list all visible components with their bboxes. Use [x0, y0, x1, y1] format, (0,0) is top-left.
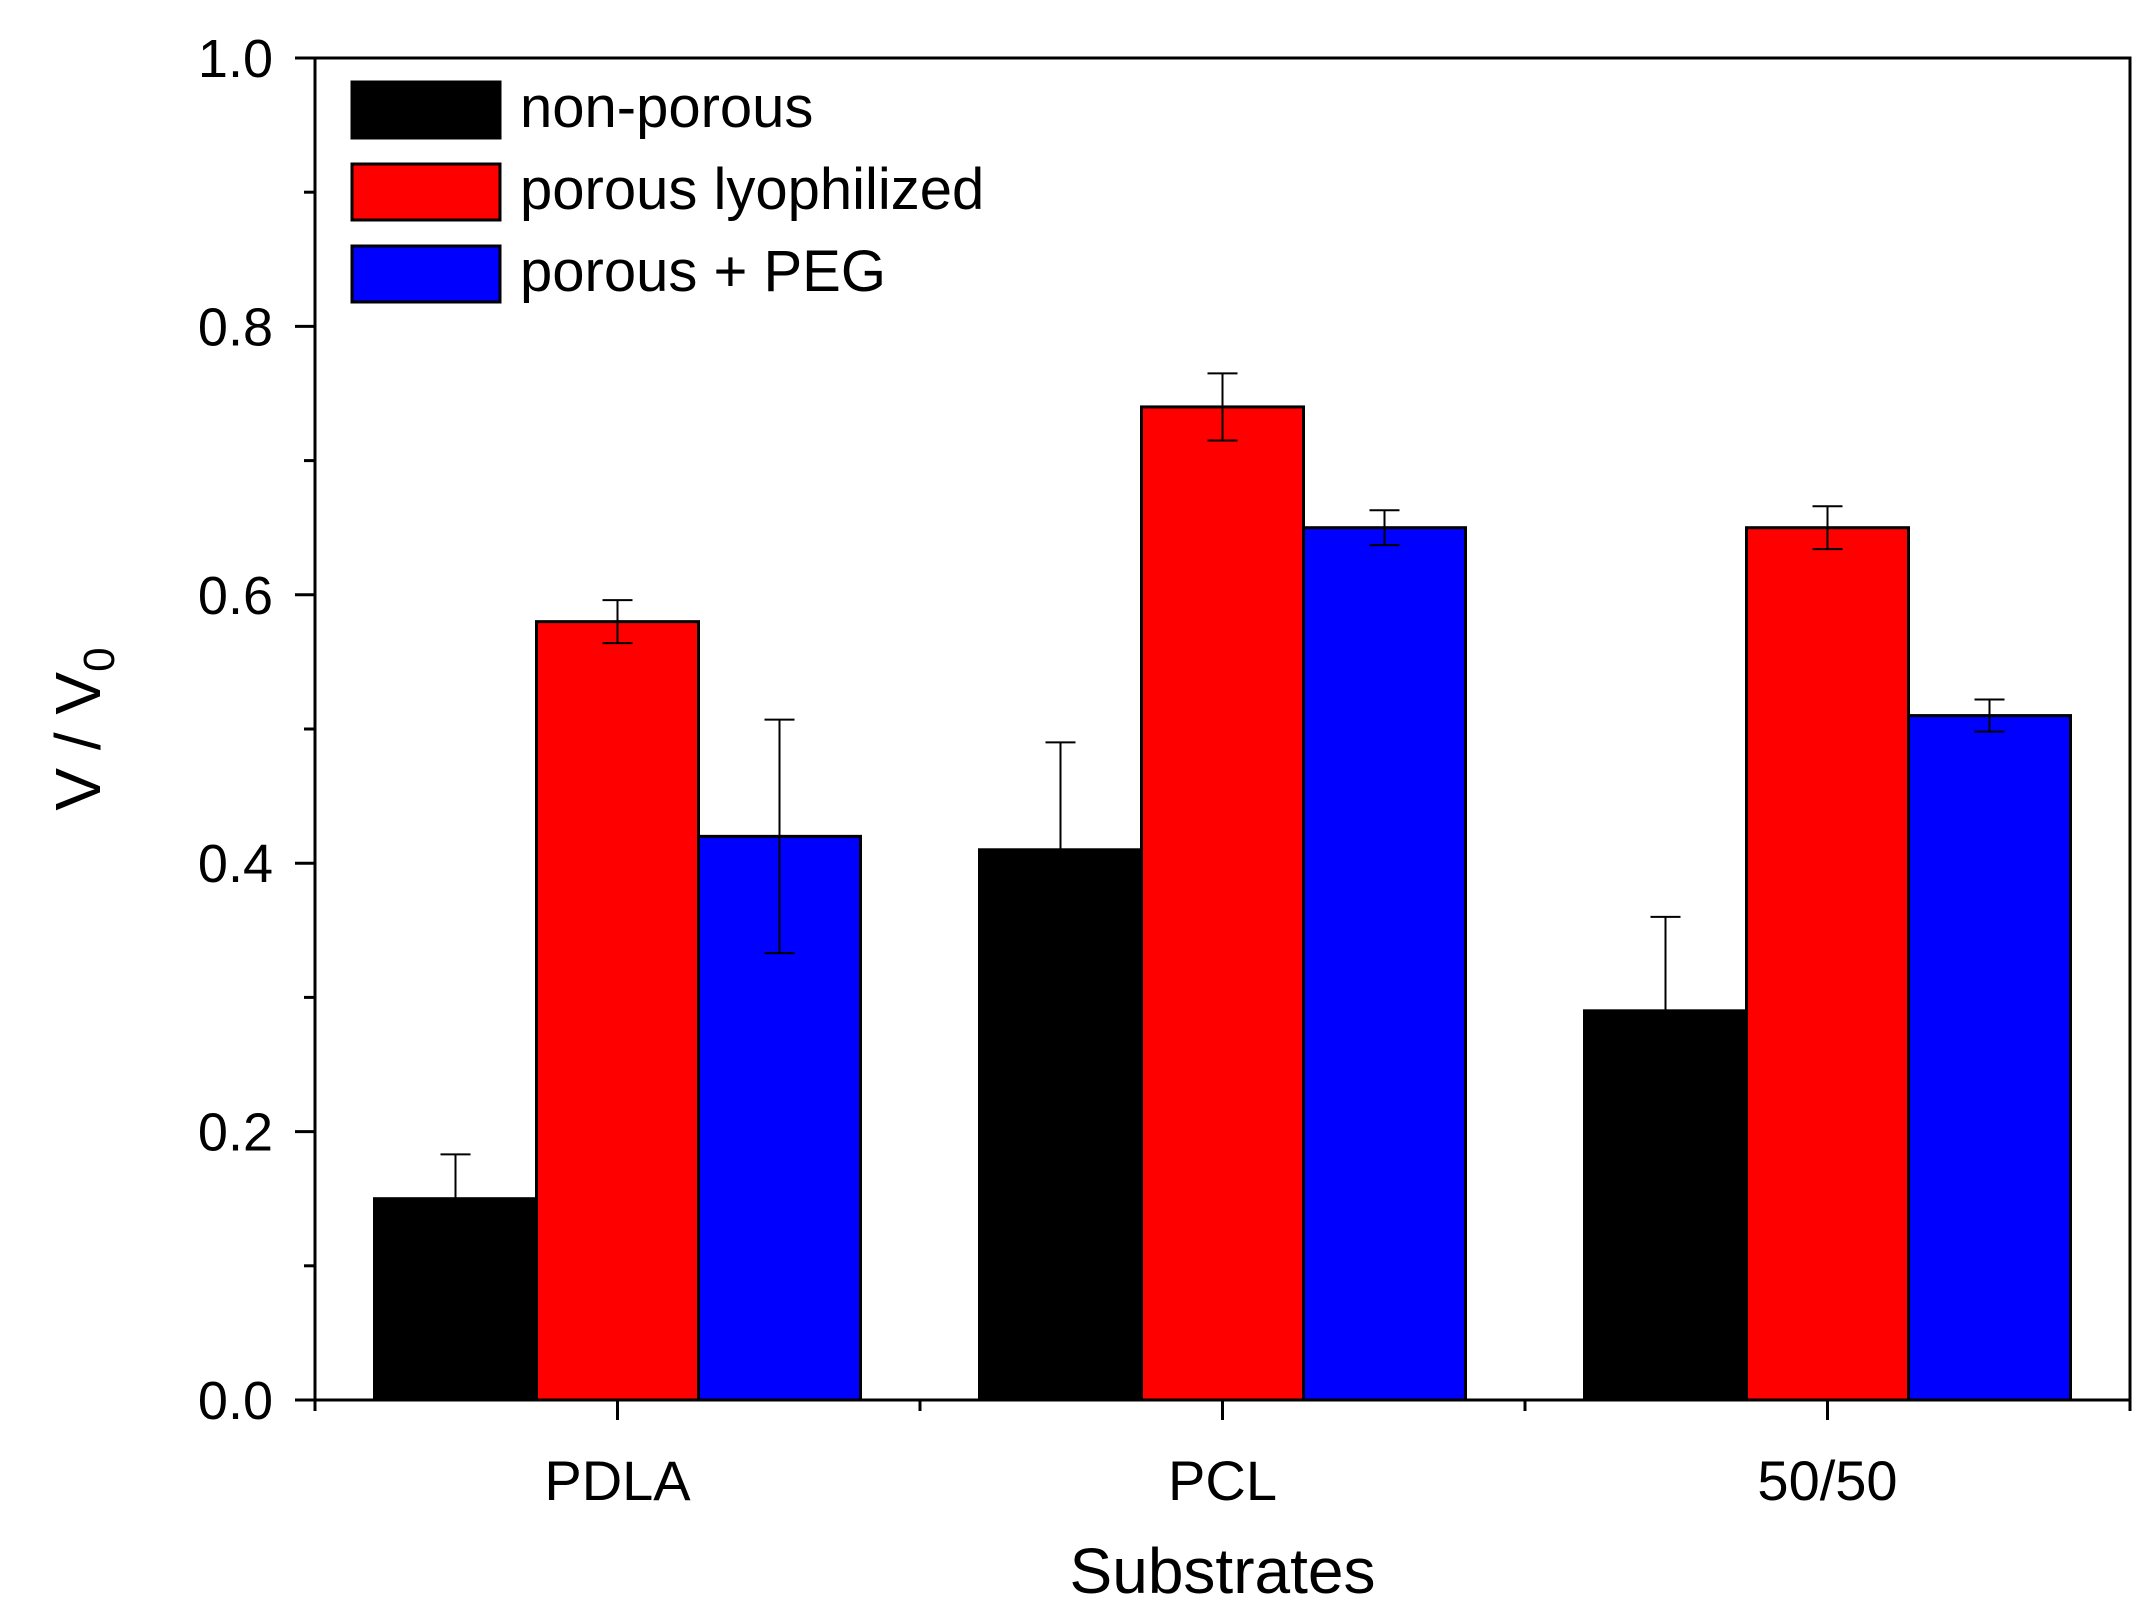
y-ticks: 0.0 0.2 0.4 0.6 0.8 1.0 [198, 29, 315, 1431]
y-tick-label: 0.4 [198, 834, 273, 894]
y-axis-title: V / V0 [42, 647, 124, 810]
x-category-label: 50/50 [1757, 1449, 1897, 1512]
error-bars-layer [440, 372, 2005, 1244]
legend-label: porous lyophilized [520, 157, 984, 222]
x-axis-title: Substrates [1070, 1535, 1376, 1607]
bar [1302, 526, 1467, 1402]
y-tick-label: 0.2 [198, 1103, 273, 1163]
bar [535, 620, 700, 1402]
bar [1140, 405, 1305, 1402]
y-tick-label: 1.0 [198, 29, 273, 89]
y-tick-label: 0.6 [198, 566, 273, 626]
bar [1745, 526, 1910, 1402]
legend-label: non-porous [520, 75, 813, 140]
y-tick-label: 0.8 [198, 297, 273, 357]
x-ticks: PDLA PCL 50/50 [313, 1400, 2132, 1512]
x-category-label: PDLA [544, 1449, 691, 1512]
legend-swatch [350, 244, 502, 304]
bar [1907, 714, 2072, 1402]
bars-layer [373, 405, 2072, 1402]
y-axis-title-subscript: 0 [75, 647, 124, 671]
y-axis-title-main: V / V [42, 672, 114, 811]
x-category-label: PCL [1168, 1449, 1277, 1512]
legend-swatch [350, 162, 502, 222]
legend: non-porous porous lyophilized porous + PEG [350, 75, 984, 304]
legend-swatch [350, 80, 502, 140]
y-tick-label: 0.0 [198, 1371, 273, 1431]
legend-label: porous + PEG [520, 239, 886, 304]
